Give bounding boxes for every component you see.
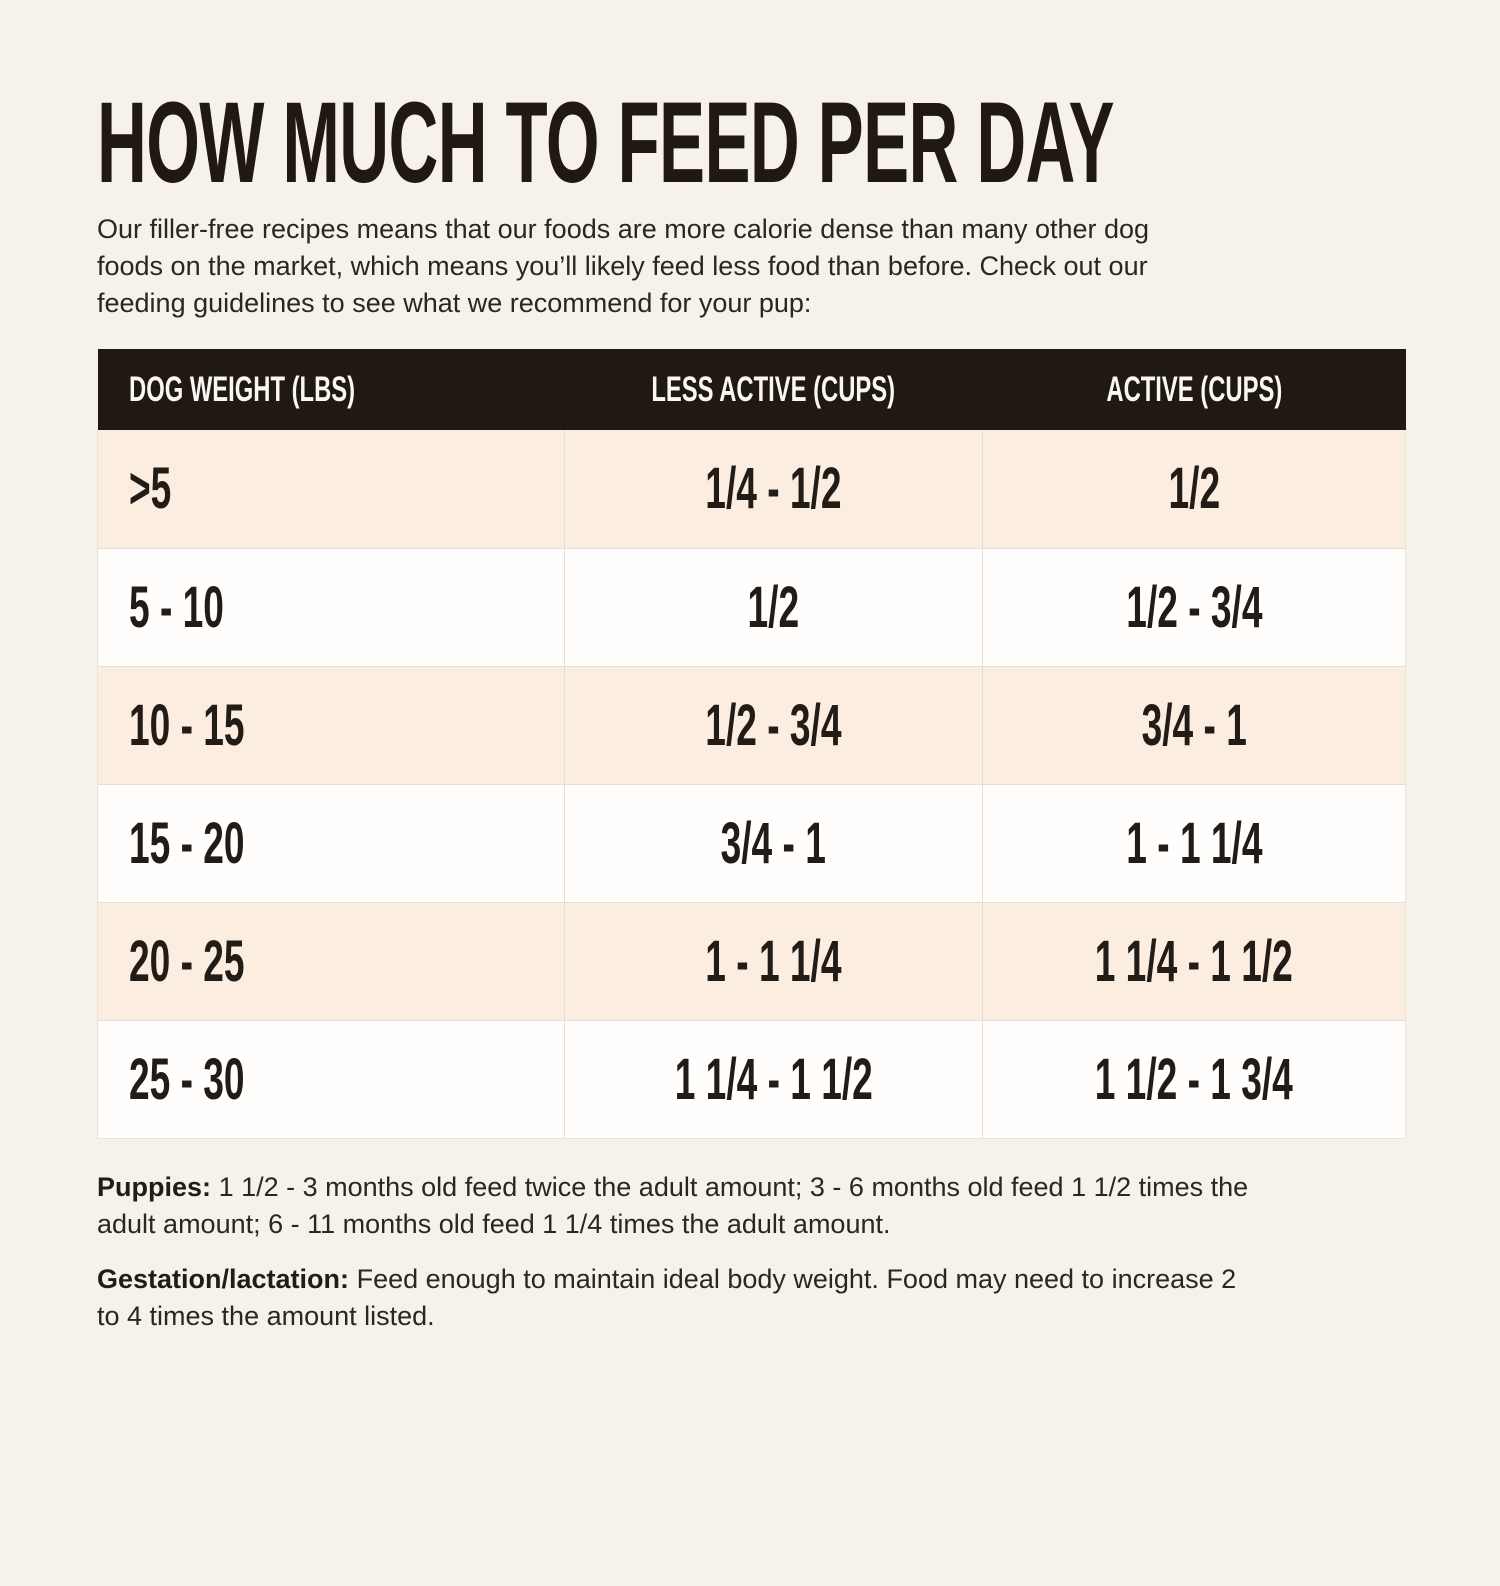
page-title-text: HOW MUCH TO FEED PER DAY bbox=[97, 79, 1114, 207]
less-active-cell: 1/2 bbox=[564, 547, 983, 666]
cell-value: 1/4 - 1/2 bbox=[705, 456, 842, 522]
table-row: 10 - 15 1/2 - 3/4 3/4 - 1 bbox=[97, 665, 1406, 784]
column-header-dog-weight: DOG WEIGHT (LBS) bbox=[97, 349, 565, 430]
cell-value: 1 1/2 - 1 3/4 bbox=[1094, 1046, 1294, 1112]
less-active-cell: 3/4 - 1 bbox=[564, 783, 983, 902]
intro-line: foods on the market, which means you’ll … bbox=[97, 251, 1148, 281]
weight-cell: 25 - 30 bbox=[97, 1019, 565, 1139]
feeding-table-body: >5 1/4 - 1/2 1/2 5 - 10 1/2 1/2 - 3/4 10… bbox=[97, 430, 1406, 1139]
active-cell: 1/2 - 3/4 bbox=[982, 547, 1406, 666]
less-active-cell: 1/2 - 3/4 bbox=[564, 665, 983, 784]
note-text: 1 1/2 - 3 months old feed twice the adul… bbox=[218, 1171, 1249, 1202]
column-header-label: DOG WEIGHT (LBS) bbox=[128, 369, 355, 409]
cell-value: >5 bbox=[129, 456, 172, 522]
note-puppies: Puppies: 1 1/2 - 3 months old feed twice … bbox=[97, 1169, 1500, 1243]
cell-value: 1/2 - 3/4 bbox=[1125, 574, 1263, 640]
active-cell: 3/4 - 1 bbox=[982, 665, 1406, 784]
cell-value: 1 - 1 1/4 bbox=[705, 928, 842, 994]
note-line: to 4 times the amount listed. bbox=[97, 1300, 435, 1331]
note-line: Puppies: 1 1/2 - 3 months old feed twice … bbox=[97, 1169, 1500, 1206]
weight-cell: >5 bbox=[97, 430, 565, 548]
column-header-less-active: LESS ACTIVE (CUPS) bbox=[564, 349, 983, 430]
weight-cell: 15 - 20 bbox=[97, 783, 565, 902]
cell-value: 1/2 bbox=[1168, 456, 1220, 522]
cell-value: 1 1/4 - 1 1/2 bbox=[1094, 928, 1294, 994]
cell-value: 10 - 15 bbox=[129, 692, 245, 758]
note-gestation-lactation: Gestation/lactation: Feed enough to maint… bbox=[97, 1261, 1500, 1335]
column-header-label: LESS ACTIVE (CUPS) bbox=[651, 369, 896, 409]
cell-value: 3/4 - 1 bbox=[1141, 692, 1247, 758]
cell-value: 1 1/4 - 1 1/2 bbox=[674, 1046, 873, 1112]
note-label: Puppies: bbox=[97, 1171, 212, 1202]
active-cell: 1 1/2 - 1 3/4 bbox=[982, 1019, 1406, 1139]
less-active-cell: 1 - 1 1/4 bbox=[564, 901, 983, 1020]
note-label: Gestation/lactation: bbox=[97, 1263, 350, 1294]
intro-line: Our filler-free recipes means that our f… bbox=[97, 214, 1150, 244]
note-line: Gestation/lactation: Feed enough to maint… bbox=[97, 1261, 1500, 1298]
table-row: 25 - 30 1 1/4 - 1 1/2 1 1/2 - 1 3/4 bbox=[97, 1019, 1406, 1139]
weight-cell: 10 - 15 bbox=[97, 665, 565, 784]
intro-paragraph: Our filler-free recipes means that our f… bbox=[97, 211, 1500, 322]
feeding-table-header: DOG WEIGHT (LBS) LESS ACTIVE (CUPS) ACTI… bbox=[97, 349, 1406, 430]
less-active-cell: 1/4 - 1/2 bbox=[564, 430, 983, 548]
cell-value: 5 - 10 bbox=[129, 574, 224, 640]
header-row: DOG WEIGHT (LBS) LESS ACTIVE (CUPS) ACTI… bbox=[97, 349, 1406, 430]
cell-value: 1/2 bbox=[747, 574, 800, 640]
table-row: 15 - 20 3/4 - 1 1 - 1 1/4 bbox=[97, 783, 1406, 902]
note-text: Feed enough to maintain ideal body weigh… bbox=[356, 1263, 1237, 1294]
footer-notes: Puppies: 1 1/2 - 3 months old feed twice … bbox=[97, 1169, 1500, 1335]
cell-value: 20 - 25 bbox=[129, 928, 245, 994]
active-cell: 1 1/4 - 1 1/2 bbox=[982, 901, 1406, 1020]
feeding-guide-page: HOW MUCH TO FEED PER DAY Our filler-free… bbox=[0, 86, 1500, 1586]
cell-value: 1/2 - 3/4 bbox=[705, 692, 842, 758]
weight-cell: 20 - 25 bbox=[97, 901, 565, 1020]
column-header-label: ACTIVE (CUPS) bbox=[1106, 369, 1282, 409]
active-cell: 1/2 bbox=[982, 430, 1406, 548]
active-cell: 1 - 1 1/4 bbox=[982, 783, 1406, 902]
note-line: adult amount; 6 - 11 months old feed 1 1… bbox=[97, 1208, 891, 1239]
cell-value: 15 - 20 bbox=[129, 810, 245, 876]
less-active-cell: 1 1/4 - 1 1/2 bbox=[564, 1019, 983, 1139]
column-header-active: ACTIVE (CUPS) bbox=[982, 349, 1406, 430]
table-row: 20 - 25 1 - 1 1/4 1 1/4 - 1 1/2 bbox=[97, 901, 1406, 1020]
cell-value: 3/4 - 1 bbox=[720, 810, 827, 876]
page-title: HOW MUCH TO FEED PER DAY bbox=[97, 86, 1500, 201]
weight-cell: 5 - 10 bbox=[97, 547, 565, 666]
intro-line: feeding guidelines to see what we recomm… bbox=[97, 288, 812, 318]
table-row: >5 1/4 - 1/2 1/2 bbox=[97, 430, 1406, 548]
cell-value: 25 - 30 bbox=[129, 1046, 245, 1112]
feeding-table: DOG WEIGHT (LBS) LESS ACTIVE (CUPS) ACTI… bbox=[97, 349, 1406, 1139]
table-row: 5 - 10 1/2 1/2 - 3/4 bbox=[97, 547, 1406, 666]
cell-value: 1 - 1 1/4 bbox=[1125, 810, 1263, 876]
